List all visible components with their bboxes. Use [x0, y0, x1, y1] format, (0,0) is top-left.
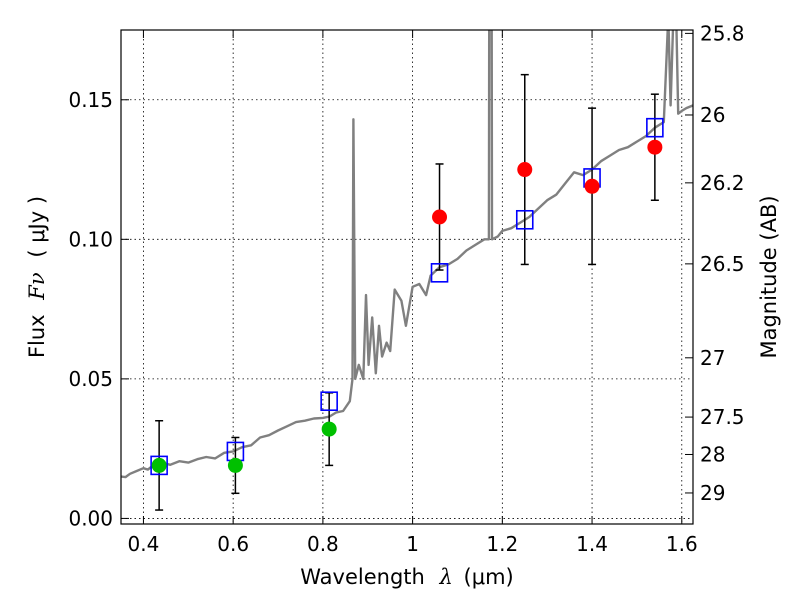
y-axis-label: Flux Fν ( μJy ) — [25, 196, 49, 358]
y2-tick-label: 28 — [700, 442, 725, 466]
x-tick-label: 1.2 — [486, 532, 518, 556]
y2-tick-label: 27.5 — [700, 405, 745, 429]
model-spectrum-layer — [121, 30, 693, 479]
markers-layer — [150, 117, 664, 476]
y2-tick-label: 27 — [700, 346, 725, 370]
grid — [121, 30, 693, 524]
x-axis-label: Wavelength λ (μm) — [300, 565, 513, 589]
y2-tick-label: 29 — [700, 481, 725, 505]
y-tick-label: 0.15 — [68, 88, 113, 112]
band-flux-box — [430, 263, 449, 283]
plot-frame — [120, 29, 694, 525]
y2-tick-label: 25.8 — [700, 21, 745, 45]
x-tick-label: 0.8 — [307, 532, 339, 556]
y-tick-label: 0.05 — [68, 367, 113, 391]
band-flux-box — [320, 391, 338, 411]
observed-point-green — [151, 457, 167, 473]
x-tick-label: 1.6 — [666, 532, 698, 556]
observed-point-red — [647, 139, 663, 155]
x-tick-label: 0.6 — [217, 532, 249, 556]
observed-point-red — [517, 162, 533, 178]
errorbars-layer — [155, 73, 659, 511]
observed-point-green — [227, 457, 243, 473]
observed-point-red — [584, 178, 600, 194]
model-spectrum-line — [121, 30, 693, 479]
x-tick-label: 1.4 — [576, 532, 608, 556]
y-tick-label: 0.10 — [68, 227, 113, 251]
observed-point-green — [321, 421, 337, 437]
y-tick-label: 0.00 — [68, 506, 113, 530]
y2-tick-label: 26 — [700, 103, 725, 127]
band-flux-box — [646, 117, 664, 138]
y2-tick-label: 26.5 — [700, 252, 745, 276]
x-tick-label: 0.4 — [128, 532, 160, 556]
band-flux-box — [150, 455, 168, 476]
band-flux-box — [515, 209, 534, 230]
ticks: 0.4 0.6 0.8 1 1.2 1.4 1.6 0.00 0.05 0.10 0.15 25.8 2… — [68, 21, 744, 556]
observed-point-red — [432, 209, 448, 225]
right-axis-label: Magnitude (AB) — [757, 195, 781, 358]
y2-tick-label: 26.2 — [700, 171, 745, 195]
x-tick-label: 1 — [406, 532, 419, 556]
